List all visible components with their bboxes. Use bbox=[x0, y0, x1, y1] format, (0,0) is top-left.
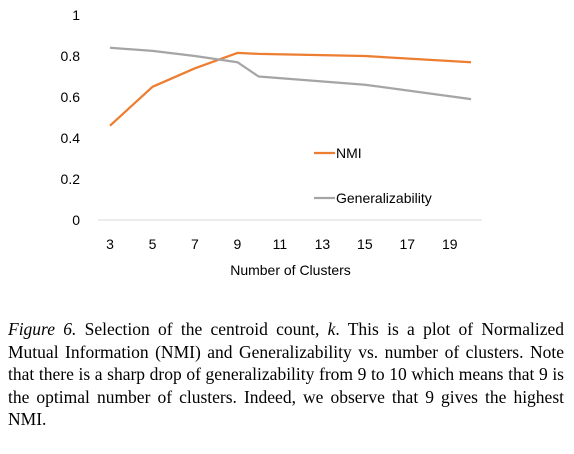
caption-text-part2: . This is a plot of Normalized Mutual In… bbox=[8, 319, 564, 429]
x-tick-label: 17 bbox=[400, 236, 416, 252]
y-tick-label: 1 bbox=[72, 7, 80, 23]
legend: NMI Generalizability bbox=[314, 145, 432, 206]
y-tick-label: 0.4 bbox=[61, 130, 81, 146]
legend-label-nmi: NMI bbox=[336, 145, 362, 161]
y-tick-label: 0.6 bbox=[61, 89, 81, 105]
x-tick-label: 19 bbox=[442, 236, 458, 252]
y-axis-ticks: 0 0.2 0.4 0.6 0.8 1 bbox=[61, 7, 81, 228]
x-axis-ticks: 3 5 7 9 11 13 15 17 19 bbox=[106, 236, 458, 252]
figure-label: Figure 6. bbox=[8, 319, 77, 339]
line-chart: 0 0.2 0.4 0.6 0.8 1 3 5 7 9 11 13 15 17 19 NMI General… bbox=[61, 7, 482, 278]
x-axis-label: Number of Clusters bbox=[230, 262, 351, 278]
x-tick-label: 15 bbox=[357, 236, 373, 252]
series-lines bbox=[109, 46, 472, 127]
legend-label-generalizability: Generalizability bbox=[336, 190, 432, 206]
y-tick-label: 0.8 bbox=[61, 48, 81, 64]
y-tick-label: 0.2 bbox=[61, 171, 81, 187]
x-tick-label: 7 bbox=[191, 236, 199, 252]
x-tick-label: 13 bbox=[315, 236, 331, 252]
caption-text-part1: Selection of the centroid count, bbox=[76, 319, 328, 339]
x-tick-label: 9 bbox=[234, 236, 242, 252]
x-tick-label: 3 bbox=[106, 236, 114, 252]
series-line-nmi bbox=[109, 51, 472, 127]
caption-variable-k: k bbox=[327, 319, 336, 339]
x-tick-label: 11 bbox=[273, 236, 288, 252]
series-line-generalizability bbox=[109, 46, 472, 101]
figure-caption: Figure 6. Selection of the centroid coun… bbox=[8, 318, 564, 431]
x-tick-label: 5 bbox=[149, 236, 157, 252]
y-tick-label: 0 bbox=[72, 212, 80, 228]
